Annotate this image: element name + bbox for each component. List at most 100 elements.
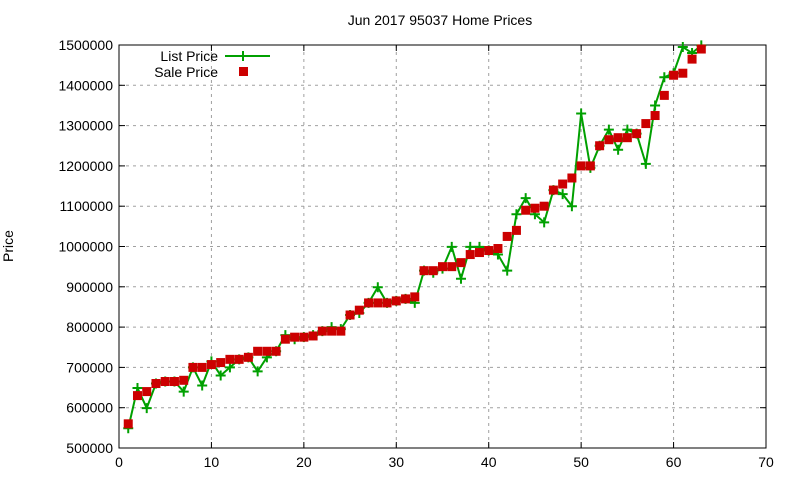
- sale-price-point: [280, 334, 290, 344]
- x-tick-label: 40: [481, 454, 497, 470]
- list-price-point: [141, 403, 152, 414]
- sale-price-point: [484, 246, 494, 256]
- sale-price-point: [234, 354, 244, 364]
- sale-price-point: [604, 135, 614, 145]
- list-price-point: [539, 217, 550, 228]
- x-tick-label: 30: [388, 454, 404, 470]
- legend: List Price Sale Price: [154, 48, 270, 80]
- sale-price-point: [410, 292, 420, 302]
- sale-price-point: [317, 326, 327, 336]
- sale-price-point: [539, 201, 549, 211]
- sale-price-point: [530, 203, 540, 213]
- list-price-point: [622, 124, 633, 135]
- sale-price-point: [327, 326, 337, 336]
- sale-price-point: [364, 298, 374, 308]
- sale-price-point: [262, 346, 272, 356]
- list-price-point: [566, 201, 577, 212]
- sale-price-point: [225, 354, 235, 364]
- sale-price-point: [271, 346, 281, 356]
- grid-lines: [119, 45, 766, 448]
- sale-price-point: [308, 331, 318, 341]
- list-price-point: [677, 42, 688, 53]
- sale-price-point: [179, 375, 189, 385]
- sale-price-point: [206, 360, 216, 370]
- list-price-point: [215, 370, 226, 381]
- sale-price-point: [243, 352, 253, 362]
- sale-price-point: [650, 111, 660, 121]
- y-tick-label: 600000: [66, 400, 113, 416]
- y-tick-label: 1100000: [60, 198, 114, 214]
- sale-price-point: [401, 294, 411, 304]
- sale-price-point: [465, 250, 475, 260]
- y-tick-label: 1200000: [58, 158, 113, 174]
- sale-price-point: [382, 298, 392, 308]
- sale-price-point: [548, 185, 558, 195]
- sale-price-point: [345, 310, 355, 320]
- sale-price-point: [299, 332, 309, 342]
- y-tick-label: 1400000: [58, 77, 113, 93]
- sale-price-point: [188, 362, 198, 372]
- sale-price-point: [151, 379, 161, 389]
- sale-price-point: [123, 419, 133, 429]
- sale-price-point: [622, 133, 632, 143]
- sale-price-point: [132, 391, 142, 401]
- sale-price-point: [456, 258, 466, 268]
- sale-price-point: [391, 296, 401, 306]
- list-price-line: [127, 44, 702, 429]
- y-tick-label: 800000: [66, 319, 113, 335]
- sale-price-point: [142, 387, 152, 397]
- x-tick-label: 0: [115, 454, 123, 470]
- plot-area: [123, 40, 707, 434]
- list-price-point: [502, 265, 513, 276]
- sale-price-point: [428, 266, 438, 276]
- sale-price-point: [169, 377, 179, 387]
- sale-price-point: [502, 231, 512, 241]
- sale-price-point: [669, 70, 679, 80]
- sale-price-point: [493, 244, 503, 254]
- sale-price-point: [438, 262, 447, 272]
- tick-labels: 0 10 20 30 40 50 60 70 500000 600000 700000 800000 9…: [58, 37, 774, 470]
- legend-list-price: List Price: [160, 48, 218, 64]
- chart-title: Jun 2017 95037 Home Prices: [347, 12, 533, 28]
- sale-price-point: [659, 90, 669, 100]
- sale-price-point: [160, 377, 170, 387]
- x-tick-label: 20: [296, 454, 312, 470]
- y-tick-label: 900000: [66, 279, 113, 295]
- sale-price-point: [641, 119, 651, 129]
- x-tick-label: 10: [204, 454, 220, 470]
- legend-sale-marker: [239, 67, 248, 76]
- sale-price-point: [373, 298, 383, 308]
- y-tick-label: 700000: [66, 359, 113, 375]
- x-tick-label: 60: [666, 454, 682, 470]
- sale-price-point: [576, 161, 586, 171]
- sale-price-point: [253, 346, 263, 356]
- list-price-point: [576, 108, 587, 119]
- y-tick-label: 500000: [66, 440, 113, 456]
- axes: [118, 44, 767, 449]
- sale-price-point: [567, 173, 577, 183]
- list-price-point: [372, 282, 383, 293]
- sale-price-point: [595, 141, 605, 151]
- sale-price-point: [613, 133, 623, 143]
- y-tick-label: 1300000: [58, 118, 113, 134]
- list-price-point: [640, 158, 651, 169]
- list-price-point: [650, 100, 661, 111]
- sale-price-point: [696, 44, 706, 54]
- list-price-point: [178, 386, 189, 397]
- y-tick-label: 1500000: [58, 37, 113, 53]
- x-tick-label: 50: [573, 454, 589, 470]
- list-price-point: [197, 380, 208, 391]
- x-tick-label: 70: [758, 454, 774, 470]
- sale-price-point: [521, 205, 531, 215]
- list-price-point: [557, 189, 568, 200]
- list-price-point: [511, 209, 522, 220]
- list-price-point: [603, 124, 614, 135]
- list-price-point: [613, 144, 624, 155]
- sale-price-point: [447, 262, 457, 272]
- sale-price-point: [678, 68, 688, 78]
- sale-price-point: [474, 248, 484, 258]
- legend-sale-price: Sale Price: [154, 64, 218, 80]
- list-price-point: [224, 362, 235, 373]
- sale-price-point: [511, 225, 521, 235]
